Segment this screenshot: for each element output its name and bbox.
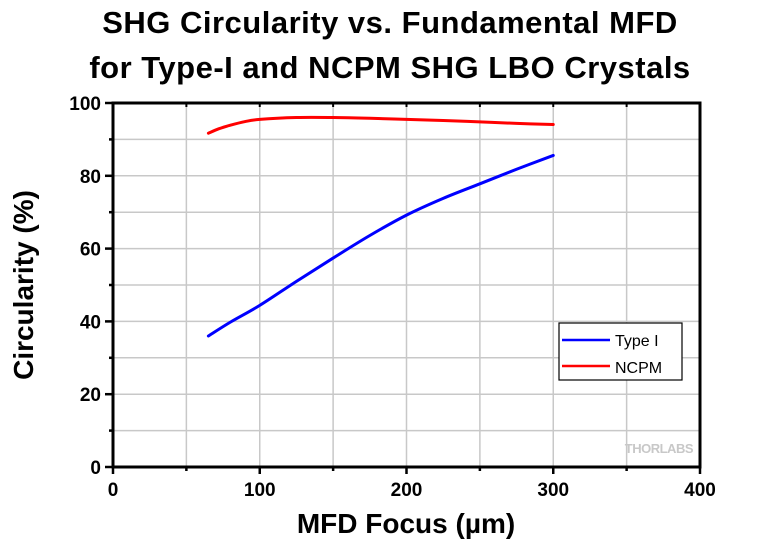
x-axis-title: MFD Focus (µm) xyxy=(297,508,515,539)
thorlabs-watermark: THORLABS xyxy=(625,441,694,456)
y-tick-label: 80 xyxy=(80,167,101,188)
y-axis-title: Circularity (%) xyxy=(8,190,39,380)
series-line-ncpm xyxy=(206,115,555,135)
x-tick-label: 100 xyxy=(244,480,276,501)
y-tick-label: 40 xyxy=(80,312,101,333)
x-tick-label: 300 xyxy=(537,480,569,501)
legend-label-ncpm: NCPM xyxy=(615,360,662,377)
x-tick-label: 400 xyxy=(684,480,716,501)
legend: Type I NCPM xyxy=(558,322,683,381)
grid xyxy=(113,103,700,467)
axes xyxy=(105,101,702,474)
x-tick-label: 0 xyxy=(108,480,119,501)
watermark-layer: THORLABS xyxy=(625,441,695,456)
x-tick-label: 200 xyxy=(391,480,423,501)
y-tick-label: 100 xyxy=(69,94,101,115)
y-tick-label: 20 xyxy=(80,385,101,406)
series-line-type-i xyxy=(206,153,555,338)
tick-labels: 0 100 200 300 400 0 20 40 60 80 100 xyxy=(69,94,716,501)
y-tick-label: 0 xyxy=(90,458,101,479)
chart-subtitle: for Type-I and NCPM SHG LBO Crystals xyxy=(89,50,691,85)
chart-title: SHG Circularity vs. Fundamental MFD xyxy=(102,5,678,40)
legend-label-type-i: Type I xyxy=(615,333,659,350)
series-layer xyxy=(206,115,555,338)
legend-box xyxy=(558,322,683,381)
y-tick-label: 60 xyxy=(80,240,101,261)
